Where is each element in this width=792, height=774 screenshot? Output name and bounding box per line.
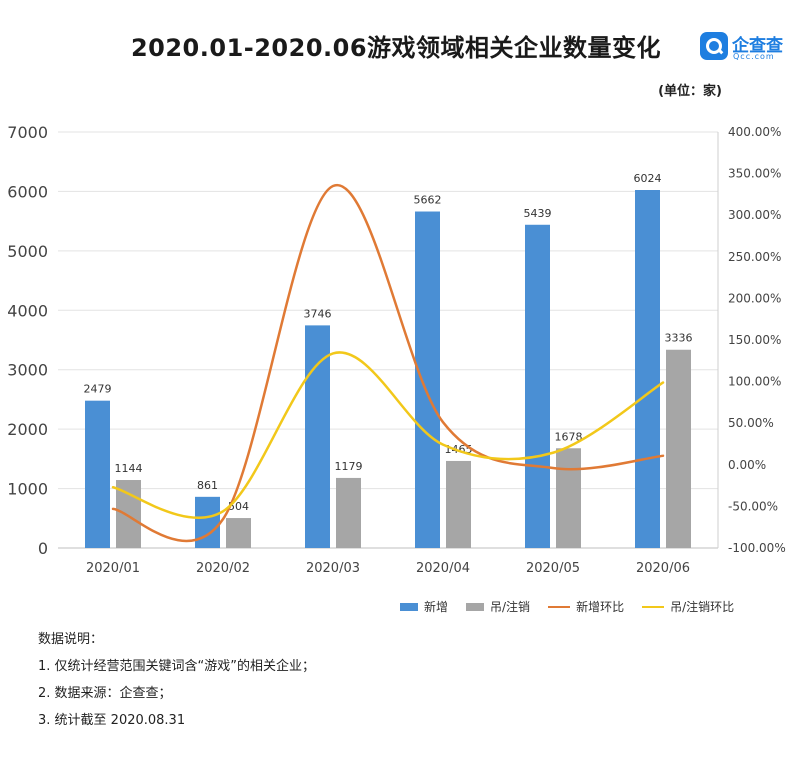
legend-label-new-mom: 新增环比	[576, 600, 625, 614]
y-left-tick-label: 3000	[7, 361, 48, 380]
bar-new	[525, 224, 550, 548]
magnifier-logo-icon	[700, 32, 728, 60]
note-item: 3. 统计截至 2020.08.31	[38, 713, 186, 728]
y-left-tick-label: 0	[38, 539, 48, 558]
unit-label: (单位：家)	[658, 84, 722, 99]
bar-cancel	[226, 518, 251, 548]
bar-data-label: 3336	[665, 332, 693, 345]
bar-data-label: 861	[197, 479, 218, 492]
y-left-tick-label: 2000	[7, 420, 48, 439]
legend-item-cancel-mom: 吊/注销环比	[642, 598, 734, 615]
bar-data-label: 5439	[524, 207, 552, 220]
x-tick-label: 2020/02	[196, 561, 250, 576]
x-tick-label: 2020/03	[306, 561, 360, 576]
chart-legend: 新增 吊/注销 新增环比 吊/注销环比	[400, 598, 734, 615]
y-right-tick-label: 0.00%	[728, 458, 766, 472]
combo-chart: 0 1000 2000 3000 4000 5000 6000 7000 -100.00% -50…	[7, 123, 786, 576]
y-right-tick-label: 250.00%	[728, 250, 781, 264]
y-left-tick-label: 5000	[7, 242, 48, 261]
data-notes: 数据说明： 1. 仅统计经营范围关键词含“游戏”的相关企业； 2. 数据来源：企…	[38, 626, 315, 734]
y-right-tick-label: 100.00%	[728, 375, 781, 389]
x-tick-label: 2020/05	[526, 561, 580, 576]
legend-label-cancel: 吊/注销	[490, 600, 531, 614]
bar-data-label: 1144	[115, 462, 143, 475]
legend-item-cancel: 吊/注销	[466, 598, 530, 615]
legend-label-new: 新增	[424, 600, 449, 614]
y-right-tick-label: -100.00%	[728, 541, 786, 555]
bar-data-label: 3746	[304, 307, 332, 320]
bar-cancel	[336, 477, 361, 548]
x-tick-label: 2020/06	[636, 561, 690, 576]
y-left-tick-label: 6000	[7, 182, 48, 201]
bar-cancel	[446, 460, 471, 548]
chart-title: 2020.01-2020.06游戏领域相关企业数量变化	[130, 34, 662, 62]
y-right-tick-label: -50.00%	[728, 499, 778, 513]
y-left-tick-label: 4000	[7, 301, 48, 320]
bar-data-label: 1179	[335, 460, 363, 473]
y-right-tick-label: 300.00%	[728, 208, 781, 222]
legend-label-cancel-mom: 吊/注销环比	[670, 600, 735, 614]
y-right-tick-label: 400.00%	[728, 125, 781, 139]
y-right-tick-label: 350.00%	[728, 167, 781, 181]
line-new-mom	[111, 184, 665, 543]
y-right-tick-label: 150.00%	[728, 333, 781, 347]
bar-cancel	[556, 448, 581, 548]
logo-name: 企查查	[732, 36, 783, 56]
bar-cancel	[116, 480, 141, 548]
legend-swatch-cancel	[466, 602, 485, 611]
y-left-tick-label: 7000	[7, 123, 48, 142]
note-item: 1. 仅统计经营范围关键词含“游戏”的相关企业；	[38, 659, 316, 674]
bar-new	[85, 400, 110, 548]
x-tick-label: 2020/04	[416, 561, 470, 576]
legend-item-new-mom: 新增环比	[548, 598, 624, 615]
legend-swatch-new-mom	[548, 605, 571, 608]
note-item: 2. 数据来源：企查查；	[38, 686, 172, 701]
bar-new	[635, 190, 660, 548]
line-cancel-mom	[111, 351, 665, 519]
bar-new	[415, 211, 440, 548]
bar-data-label: 6024	[634, 172, 662, 185]
bar-cancel	[666, 349, 691, 548]
bar-data-label: 2479	[84, 383, 112, 396]
legend-swatch-new	[400, 602, 418, 611]
bar-data-label: 5662	[414, 194, 442, 207]
legend-item-new: 新增	[400, 598, 448, 615]
y-left-tick-label: 1000	[7, 480, 48, 499]
y-right-tick-label: 200.00%	[728, 291, 781, 305]
bar-data-label: 1678	[555, 430, 583, 443]
bar-new	[305, 325, 330, 548]
legend-swatch-cancel-mom	[642, 605, 665, 608]
notes-heading: 数据说明：	[38, 632, 104, 647]
logo-subtitle: Qcc.com	[733, 52, 775, 61]
y-right-tick-label: 50.00%	[728, 416, 774, 430]
qcc-logo: 企查查 Qcc.com	[700, 30, 792, 66]
x-tick-label: 2020/01	[86, 561, 140, 576]
